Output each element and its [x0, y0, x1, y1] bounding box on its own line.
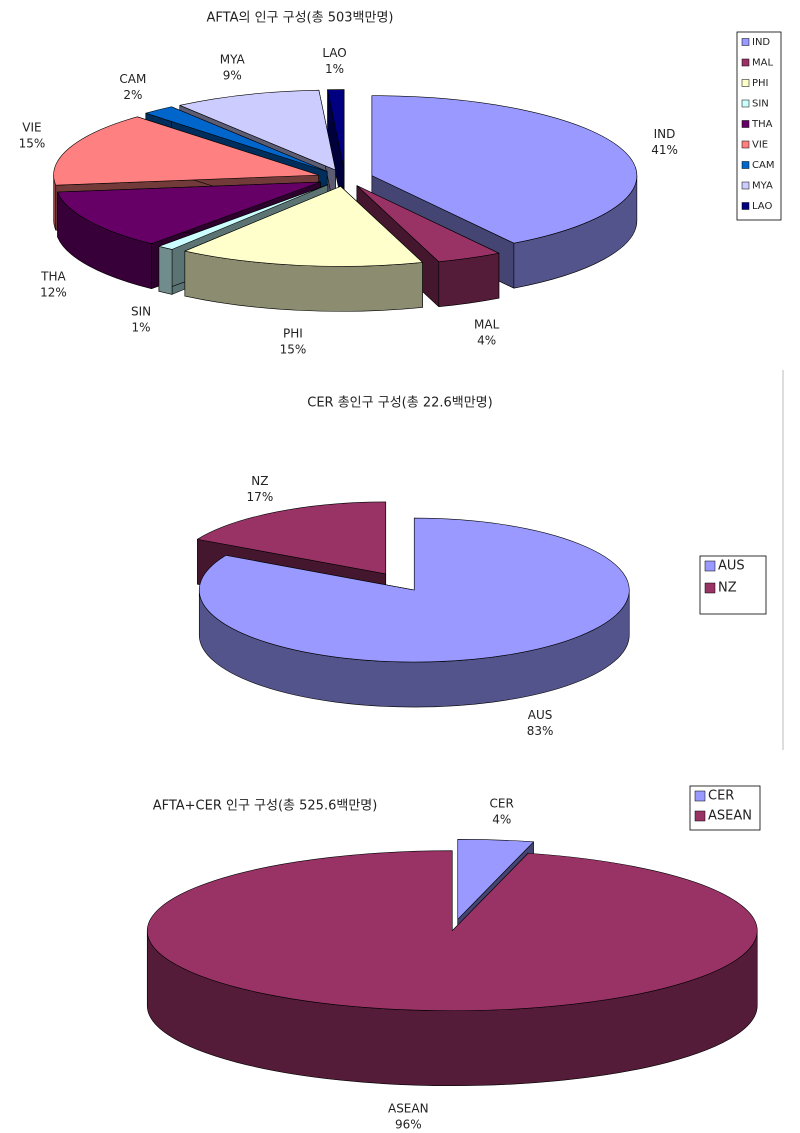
data-label-name: IND — [654, 127, 676, 141]
data-label: 83% — [527, 724, 554, 738]
slice-top — [57, 181, 321, 245]
slice-top — [184, 186, 423, 267]
chart-title: AFTA의 인구 구성(총 503백만명) — [207, 11, 394, 26]
legend-swatch — [741, 38, 750, 46]
slice-top — [327, 89, 345, 170]
slice — [327, 89, 345, 215]
slice-wall — [158, 246, 173, 295]
legend-swatch — [741, 99, 750, 108]
slice-top — [198, 517, 630, 663]
slice — [198, 517, 630, 708]
data-label-name: LAO — [322, 46, 346, 60]
slice — [146, 850, 758, 1087]
data-label: 12% — [40, 286, 67, 300]
data-label-name: NZ — [251, 474, 268, 488]
data-label-name: VIE — [22, 120, 41, 134]
data-label-name: CER — [490, 797, 514, 811]
legend-swatch — [741, 140, 750, 149]
legend-label: MYA — [752, 181, 773, 192]
legend-label: SIN — [752, 99, 769, 110]
data-label: 96% — [395, 1117, 422, 1131]
data-label: 4% — [492, 813, 511, 827]
legend-label: ASEAN — [708, 809, 752, 824]
data-label: 2% — [123, 88, 142, 102]
legend-swatch — [741, 202, 750, 210]
legend-swatch — [694, 790, 706, 802]
slice-wall — [438, 252, 500, 308]
slice-top — [371, 95, 638, 244]
legend-label: CER — [708, 789, 734, 804]
legend-swatch — [741, 161, 750, 169]
legend-swatch — [741, 58, 750, 67]
legend-label: THA — [751, 119, 773, 130]
data-label: 1% — [325, 62, 344, 76]
legend-swatch — [741, 120, 750, 128]
data-label: 17% — [247, 490, 274, 504]
legend-swatch — [741, 181, 750, 190]
legend-label: VIE — [752, 140, 768, 151]
slice-top — [457, 838, 534, 920]
slice — [184, 186, 423, 312]
legend-swatch — [704, 560, 716, 572]
data-label-name: ASEAN — [388, 1101, 429, 1115]
legend-swatch — [694, 810, 706, 822]
data-label: 15% — [280, 343, 307, 357]
slice-top — [197, 501, 387, 575]
slice — [356, 185, 500, 308]
data-label-name: MYA — [220, 53, 246, 67]
data-label: 15% — [19, 136, 46, 150]
legend-swatch — [741, 79, 750, 87]
data-label: 4% — [477, 333, 496, 347]
legend-label: MAL — [752, 58, 773, 69]
data-label-name: THA — [40, 270, 66, 284]
data-label: 9% — [223, 69, 242, 83]
legend-label: CAM — [752, 160, 774, 171]
slice-top — [158, 184, 329, 250]
legend-label: NZ — [718, 581, 737, 596]
slice-top — [145, 106, 328, 172]
legend-label: PHI — [752, 78, 769, 89]
chart-title: CER 총인구 구성(총 22.6백만명) — [307, 396, 492, 411]
legend-label: LAO — [752, 201, 772, 212]
data-label-name: MAL — [474, 317, 500, 331]
slice-top — [146, 850, 758, 1012]
data-label-name: SIN — [131, 304, 151, 318]
legend-label: IND — [752, 37, 770, 48]
slice-top — [53, 116, 319, 186]
data-label: 1% — [132, 320, 151, 334]
slice-top — [356, 185, 500, 263]
chart-title: AFTA+CER 인구 구성(총 525.6백만명) — [153, 799, 378, 814]
legend-label: AUS — [718, 559, 745, 574]
data-label: 41% — [651, 143, 678, 157]
slice-top — [179, 89, 336, 171]
data-label-name: CAM — [119, 72, 146, 86]
legend-swatch — [704, 582, 716, 594]
data-label-name: PHI — [283, 327, 303, 341]
data-label-name: AUS — [528, 708, 553, 722]
